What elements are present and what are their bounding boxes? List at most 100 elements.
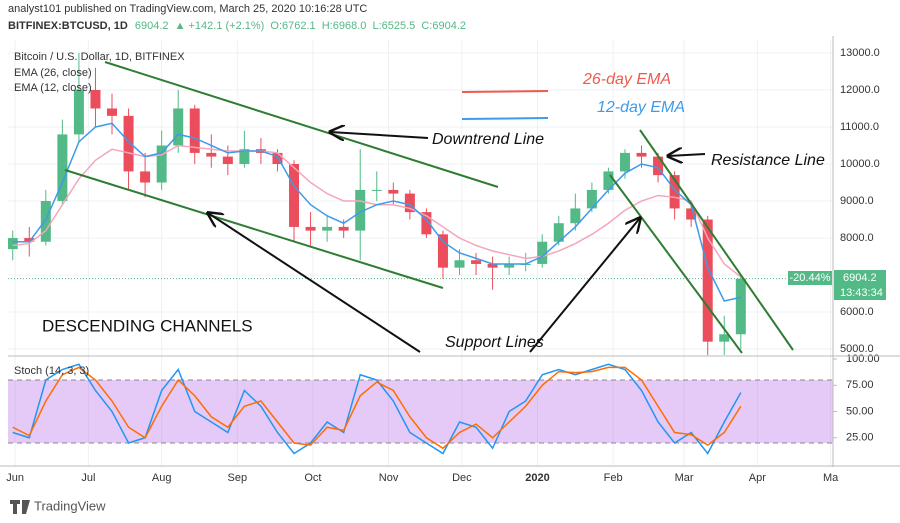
footer: TradingView [34, 498, 106, 513]
candle-body [206, 152, 217, 157]
arrow [208, 213, 421, 353]
candle-body [636, 152, 647, 157]
change-tag-text: -20.44% [790, 272, 831, 284]
candle-body [537, 241, 548, 264]
candle-body [8, 238, 18, 250]
candle-body [338, 226, 349, 231]
candle-body [90, 89, 101, 109]
annotation: Resistance Line [711, 152, 825, 169]
stoch-band [8, 380, 833, 443]
last: 6904.2 [135, 20, 169, 32]
x-tick-label: Dec [452, 472, 472, 484]
legend-line-red [461, 90, 549, 93]
arrow [529, 218, 640, 353]
candle-body [57, 134, 68, 202]
candle-body [686, 208, 697, 220]
x-tick-label: Aug [152, 472, 172, 484]
candle-body [487, 263, 498, 268]
trend-line [104, 61, 499, 188]
annotation: Downtrend Line [432, 131, 544, 148]
symbol: BITFINEX:BTCUSD, 1D [8, 20, 128, 32]
x-tick-label: Apr [749, 472, 766, 484]
candle-body [471, 260, 482, 264]
legend-title: Bitcoin / U.S. Dollar, 1D, BITFINEX [14, 51, 185, 63]
x-tick-label: 2020 [525, 472, 549, 484]
y-tick-label: 10000.0 [840, 158, 880, 170]
candle-body [719, 334, 730, 342]
y-tick-label: 6000.0 [840, 306, 874, 318]
candle-body [123, 115, 134, 172]
legend-line-blue [461, 117, 549, 120]
annotation: 12-day EMA [597, 99, 685, 116]
arrow [330, 132, 429, 138]
candle-body [669, 175, 680, 209]
candle-body [586, 189, 597, 209]
candle-body [388, 189, 399, 194]
x-tick-label: Oct [304, 472, 321, 484]
countdown: 13:43:34 [840, 287, 883, 299]
publisher: analyst101 published on TradingView.com,… [8, 3, 367, 15]
stoch-title: Stoch (14, 3, 3) [14, 365, 89, 377]
y-tick-label: 8000.0 [840, 232, 874, 244]
candle-body [454, 260, 465, 268]
trend-line [64, 169, 444, 289]
trend-line [639, 129, 794, 351]
ema-line [12, 122, 741, 302]
candle-body [504, 263, 515, 268]
high: H:6968.0 [322, 20, 367, 32]
candle-body [322, 226, 333, 231]
low: L:6525.5 [372, 20, 415, 32]
y-tick-label: 11000.0 [840, 121, 879, 133]
candle-body [371, 189, 382, 191]
y-tick-label: 13000.0 [840, 47, 880, 59]
legend-ema12: EMA (12, close) [14, 82, 92, 94]
y-tick-label: 9000.0 [840, 195, 874, 207]
candle-body [355, 189, 366, 231]
x-tick-label: Jun [6, 472, 24, 484]
candle-body [305, 226, 316, 231]
candle-body [222, 156, 233, 165]
x-tick-label: Feb [604, 472, 623, 484]
candle-body [619, 152, 630, 172]
annotation: 26-day EMA [582, 71, 671, 88]
stoch-tick-label: 50.00 [846, 405, 874, 417]
candle-body [239, 149, 250, 165]
drawings [64, 61, 794, 354]
candle-body [404, 193, 415, 213]
open: O:6762.1 [270, 20, 315, 32]
stoch-tick-label: 25.00 [846, 432, 874, 444]
x-tick-label: Mar [675, 472, 694, 484]
y-tick-label: 5000.0 [840, 343, 874, 355]
legend-ema26: EMA (26, close) [14, 67, 92, 79]
candle-body [189, 108, 200, 153]
x-tick-label: Nov [379, 472, 399, 484]
stoch-line [12, 366, 742, 450]
candle-body [553, 223, 564, 242]
candle-body [173, 108, 184, 146]
candle-body [653, 156, 664, 176]
header-line: BITFINEX:BTCUSD, 1D 6904.2 ▲ +142.1 (+2.… [8, 20, 466, 32]
candle-body [156, 145, 167, 183]
candle-body [272, 152, 283, 165]
candle-body [107, 108, 118, 116]
x-tick-label: Jul [81, 472, 95, 484]
arrow [668, 154, 706, 156]
candle-body [289, 164, 300, 227]
x-tick-label: Sep [228, 472, 248, 484]
change-tag [788, 271, 832, 285]
candle-body [437, 234, 448, 268]
candle-body [570, 208, 581, 224]
annotation: DESCENDING CHANNELS [42, 316, 253, 335]
candle-body [140, 171, 151, 183]
change: ▲ +142.1 (+2.1%) [175, 20, 265, 32]
candle-body [702, 219, 713, 342]
annotation: Support Lines [445, 334, 544, 351]
candle-body [735, 278, 746, 335]
last-tag-text: 6904.2 [843, 272, 877, 284]
trend-line [609, 174, 743, 354]
tv-logo [10, 500, 30, 514]
y-tick-label: 12000.0 [840, 84, 880, 96]
